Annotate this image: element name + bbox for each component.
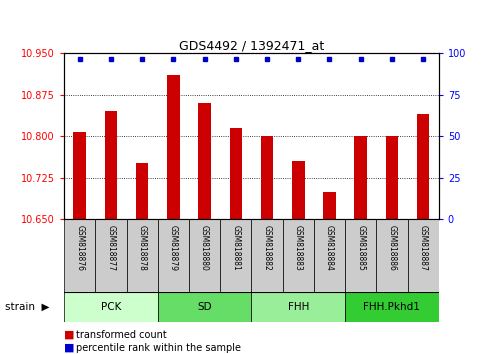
Bar [64, 219, 95, 292]
Text: FHH: FHH [287, 302, 309, 312]
Bar [198, 103, 211, 219]
Text: GSM818883: GSM818883 [294, 225, 303, 271]
Bar [345, 292, 439, 322]
Text: GSM818881: GSM818881 [231, 225, 240, 271]
Bar [282, 219, 314, 292]
Text: GSM818880: GSM818880 [200, 225, 209, 271]
Text: PCK: PCK [101, 302, 121, 312]
Text: GSM818887: GSM818887 [419, 225, 427, 271]
Text: ■: ■ [64, 330, 74, 339]
Bar [95, 219, 127, 292]
Bar [251, 219, 282, 292]
Text: transformed count: transformed count [76, 330, 167, 339]
Text: percentile rank within the sample: percentile rank within the sample [76, 343, 242, 353]
Bar [73, 132, 86, 219]
Text: GSM818886: GSM818886 [387, 225, 396, 271]
Text: GSM818878: GSM818878 [138, 225, 146, 271]
Text: strain  ▶: strain ▶ [5, 302, 49, 312]
Bar [323, 192, 336, 219]
Bar [386, 136, 398, 219]
Bar [417, 114, 429, 219]
Text: GSM818885: GSM818885 [356, 225, 365, 271]
Text: FHH.Pkhd1: FHH.Pkhd1 [363, 302, 421, 312]
Bar [136, 163, 148, 219]
Bar [230, 128, 242, 219]
Bar [127, 219, 158, 292]
Title: GDS4492 / 1392471_at: GDS4492 / 1392471_at [179, 39, 324, 52]
Bar [105, 111, 117, 219]
Bar [167, 75, 179, 219]
Bar [354, 136, 367, 219]
Text: GSM818879: GSM818879 [169, 225, 178, 271]
Bar [251, 292, 345, 322]
Bar [345, 219, 376, 292]
Bar [314, 219, 345, 292]
Bar [292, 161, 305, 219]
Bar [64, 292, 158, 322]
Bar [376, 219, 408, 292]
Text: GSM818882: GSM818882 [263, 225, 272, 271]
Text: GSM818884: GSM818884 [325, 225, 334, 271]
Bar [158, 219, 189, 292]
Bar [261, 136, 273, 219]
Bar [189, 219, 220, 292]
Bar [220, 219, 251, 292]
Text: ■: ■ [64, 343, 74, 353]
Text: GSM818876: GSM818876 [75, 225, 84, 271]
Text: GSM818877: GSM818877 [106, 225, 115, 271]
Bar [158, 292, 251, 322]
Text: SD: SD [197, 302, 212, 312]
Bar [408, 219, 439, 292]
